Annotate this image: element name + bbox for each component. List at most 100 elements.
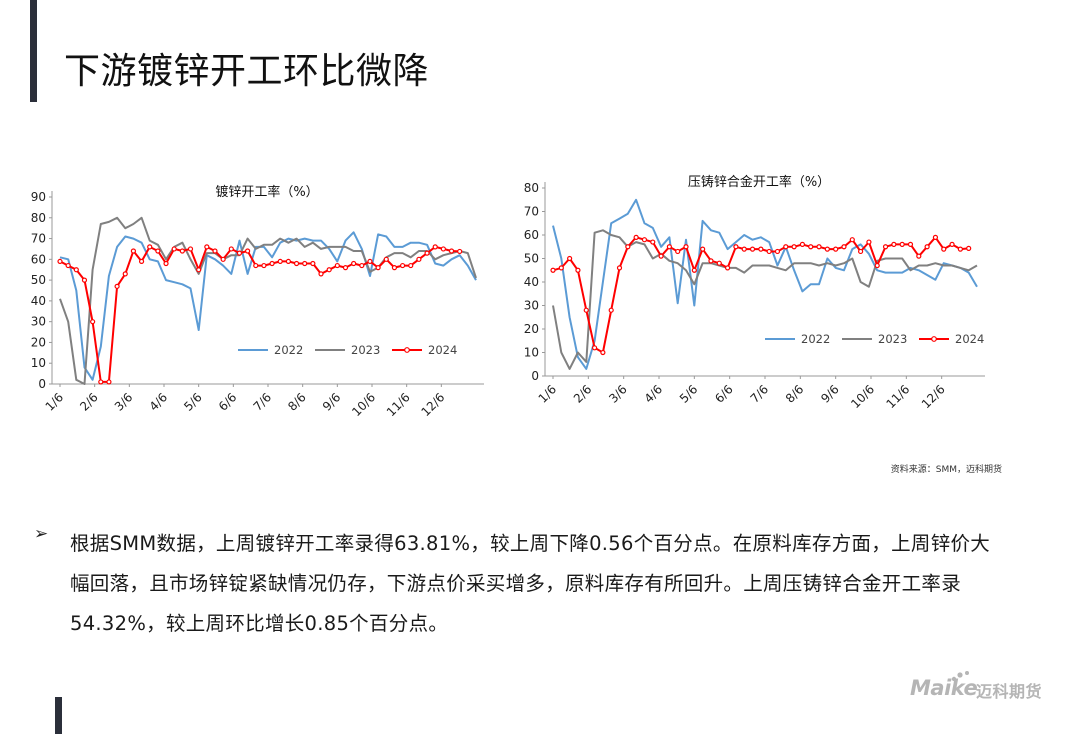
legend-marker-2024	[931, 336, 937, 342]
x-tick-label: 5/6	[677, 382, 701, 406]
data-point-2024	[204, 244, 210, 250]
x-tick-label: 11/6	[384, 390, 413, 419]
data-point-2024	[351, 260, 357, 267]
data-point-2024	[114, 283, 120, 289]
y-tick-label: 60	[31, 252, 46, 266]
data-point-2024	[874, 262, 880, 269]
y-tick-label: 80	[524, 181, 539, 195]
x-tick-label: 4/6	[147, 390, 171, 414]
x-tick-label: 1/6	[536, 382, 560, 406]
legend-label-2022: 2022	[801, 332, 830, 346]
y-tick-label: 60	[524, 228, 539, 242]
data-point-2024	[658, 253, 664, 259]
x-tick-label: 8/6	[285, 390, 309, 414]
data-point-2024	[683, 244, 689, 250]
data-point-2024	[633, 234, 639, 240]
series-line-2024	[59, 245, 460, 383]
data-point-2024	[550, 267, 556, 273]
x-tick-label: 9/6	[818, 382, 842, 406]
data-point-2024	[245, 248, 251, 254]
data-point-2024	[575, 267, 581, 273]
data-point-2024	[179, 248, 185, 254]
data-point-2024	[212, 248, 218, 254]
data-point-2024	[130, 248, 137, 254]
y-tick-label: 50	[31, 273, 46, 287]
y-tick-label: 30	[524, 299, 539, 313]
chart-title: 镀锌开工率（%）	[215, 184, 318, 200]
y-tick-label: 20	[31, 335, 46, 349]
data-point-2024	[716, 260, 722, 266]
y-tick-label: 30	[31, 315, 46, 329]
data-point-2024	[567, 255, 573, 262]
data-point-2024	[666, 244, 672, 250]
data-point-2024	[171, 246, 177, 252]
x-tick-label: 6/6	[216, 390, 240, 414]
data-point-2024	[749, 246, 756, 252]
data-point-2024	[816, 244, 822, 250]
y-tick-label: 70	[524, 205, 539, 219]
data-point-2024	[65, 262, 71, 269]
y-tick-label: 10	[31, 356, 46, 370]
data-point-2024	[399, 262, 406, 269]
data-point-2024	[408, 262, 414, 269]
legend-label-2024: 2024	[428, 343, 457, 357]
data-point-2024	[147, 244, 153, 250]
y-tick-label: 40	[31, 294, 46, 308]
data-point-2024	[949, 241, 955, 248]
y-tick-label: 90	[31, 190, 46, 204]
y-tick-label: 20	[524, 322, 539, 336]
x-tick-label: 1/6	[43, 390, 67, 414]
data-point-2024	[675, 248, 681, 255]
data-point-2024	[293, 260, 300, 267]
data-point-2024	[766, 248, 772, 255]
die-casting-zinc-alloy-operating-rate-chart: 压铸锌合金开工率（%） 0 10 20 30 40 50 60 70 80 1/6 2/6 3/6 4/6…	[515, 160, 995, 418]
data-point-2024	[285, 258, 291, 265]
data-point-2024	[741, 246, 747, 252]
data-point-2024	[799, 241, 806, 248]
chart-title: 压铸锌合金开工率（%）	[688, 174, 830, 190]
x-tick-label: 12/6	[919, 382, 948, 411]
data-point-2024	[849, 237, 855, 243]
data-point-2024	[616, 265, 623, 271]
data-point-2024	[907, 241, 914, 248]
data-point-2024	[774, 248, 781, 255]
data-point-2024	[758, 246, 764, 252]
y-tick-label: 0	[38, 377, 46, 391]
data-point-2024	[432, 244, 438, 250]
x-tick-label: 6/6	[712, 382, 736, 406]
legend-label-2023: 2023	[351, 343, 380, 357]
x-tick-label: 7/6	[748, 382, 772, 406]
data-point-2024	[641, 237, 648, 243]
logo-mark-icon	[951, 671, 969, 682]
data-point-2024	[899, 241, 905, 248]
company-logo: Maike 迈科期货	[906, 670, 1071, 704]
data-source-note: 资料来源：SMM，迈科期货	[890, 465, 1002, 475]
data-point-2024	[375, 265, 381, 271]
logo-chinese-name: 迈科期货	[976, 682, 1043, 701]
x-tick-label: 10/6	[848, 382, 877, 411]
bullet-arrow-icon: ➢	[34, 524, 49, 544]
data-point-2024	[98, 379, 104, 385]
data-point-2024	[310, 260, 316, 267]
data-point-2024	[155, 248, 161, 254]
data-point-2024	[57, 258, 63, 265]
data-point-2024	[591, 345, 598, 351]
galvanizing-chart-svg: 镀锌开工率（%） 0 10 20 30 40 50 60 70 80 90 1/6 2/6 3/6 4/6 5…	[31, 184, 484, 419]
y-tick-label: 40	[524, 275, 539, 289]
y-tick-label: 0	[531, 369, 539, 383]
series-line-2023	[59, 216, 477, 385]
legend-label-2022: 2022	[274, 343, 303, 357]
x-tick-label: 2/6	[571, 382, 595, 406]
data-point-2024	[808, 244, 814, 250]
legend-marker-2024	[404, 347, 410, 353]
data-point-2024	[228, 246, 234, 252]
data-point-2024	[783, 244, 789, 250]
data-point-2024	[583, 307, 589, 313]
data-point-2024	[824, 246, 830, 252]
data-point-2024	[318, 271, 324, 277]
data-point-2024	[891, 241, 897, 248]
y-tick-label: 80	[31, 211, 46, 225]
data-point-2024	[81, 277, 88, 283]
data-point-2024	[700, 246, 706, 252]
logo-wordmark: Maike	[910, 676, 978, 700]
